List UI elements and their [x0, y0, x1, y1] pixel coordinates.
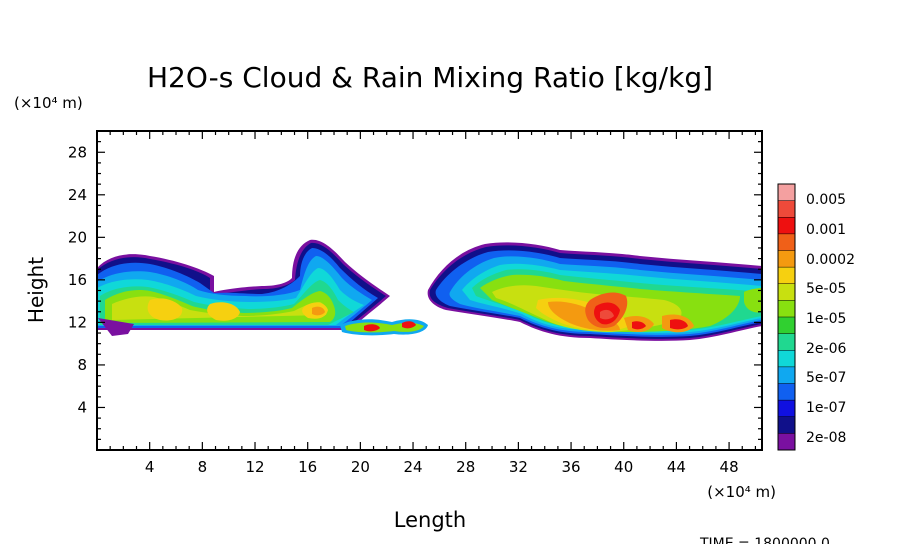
- colorbar-swatch: [778, 383, 795, 401]
- x-tick-label: 40: [614, 458, 633, 476]
- cloud-shape: [98, 318, 134, 336]
- y-tick-label: 20: [68, 228, 87, 246]
- chart-title: H2O-s Cloud & Rain Mixing Ratio [kg/kg]: [147, 61, 713, 94]
- x-tick-label: 32: [509, 458, 528, 476]
- colorbar: [777, 183, 796, 451]
- colorbar-label: 2e-08: [806, 430, 846, 446]
- colorbar-swatch: [778, 200, 795, 218]
- y-axis-label: Height: [24, 257, 48, 323]
- cloud-field: [97, 239, 762, 341]
- colorbar-label: 2e-06: [806, 341, 846, 357]
- cloud-shape: [670, 319, 688, 330]
- x-tick-label: 24: [403, 458, 422, 476]
- y-tick-label: 16: [68, 271, 87, 289]
- x-tick-label: 44: [667, 458, 686, 476]
- y-unit-label: (×10⁴ m): [14, 94, 83, 112]
- y-tick-label: 8: [77, 356, 87, 374]
- cloud-shape: [147, 298, 183, 321]
- colorbar-swatch: [778, 433, 795, 451]
- colorbar-swatch: [778, 184, 795, 202]
- cloud-shape: [207, 302, 240, 321]
- x-tick-label: 28: [456, 458, 475, 476]
- colorbar-label: 0.0002: [806, 252, 855, 268]
- colorbar-label: 0.005: [806, 192, 846, 208]
- colorbar-swatch: [778, 217, 795, 235]
- colorbar-swatch: [778, 283, 795, 301]
- cloud-shape: [600, 309, 614, 320]
- cloud-shape: [364, 324, 380, 332]
- y-tick-label: 24: [68, 186, 87, 204]
- cloud-shape: [632, 321, 646, 330]
- axis-ticks: [97, 131, 762, 450]
- y-tick-label: 12: [68, 313, 87, 331]
- colorbar-swatch: [778, 333, 795, 351]
- colorbar-label: 5e-07: [806, 370, 846, 386]
- colorbar-swatch: [778, 366, 795, 384]
- colorbar-label: 1e-05: [806, 311, 846, 327]
- x-tick-label: 8: [198, 458, 208, 476]
- x-tick-label: 48: [720, 458, 739, 476]
- colorbar-swatch: [778, 400, 795, 418]
- colorbar-swatch: [778, 233, 795, 251]
- x-tick-label: 20: [351, 458, 370, 476]
- colorbar-label: 1e-07: [806, 400, 846, 416]
- colorbar-swatch: [778, 250, 795, 268]
- colorbar-swatch: [778, 267, 795, 285]
- colorbar-label: 5e-05: [806, 281, 846, 297]
- x-tick-label: 4: [145, 458, 155, 476]
- colorbar-label: 0.001: [806, 222, 846, 238]
- time-footer: TIME = 1800000.0: [699, 536, 830, 544]
- cloud-shape: [744, 288, 762, 313]
- cloud-shape: [312, 306, 325, 316]
- x-tick-label: 36: [562, 458, 581, 476]
- y-tick-label: 28: [68, 143, 87, 161]
- colorbar-labels: 0.005 0.001 0.0002 5e-05 1e-05 2e-06 5e-…: [806, 192, 855, 446]
- x-axis-label: Length: [394, 508, 466, 532]
- colorbar-swatch: [778, 300, 795, 318]
- colorbar-swatch: [778, 416, 795, 434]
- y-tick-label: 4: [77, 398, 87, 416]
- colorbar-swatch: [778, 350, 795, 368]
- x-unit-label: (×10⁴ m): [707, 483, 776, 501]
- x-tick-label: 12: [245, 458, 264, 476]
- colorbar-swatch: [778, 317, 795, 335]
- cloud-shape: [402, 321, 416, 329]
- x-tick-label: 16: [298, 458, 317, 476]
